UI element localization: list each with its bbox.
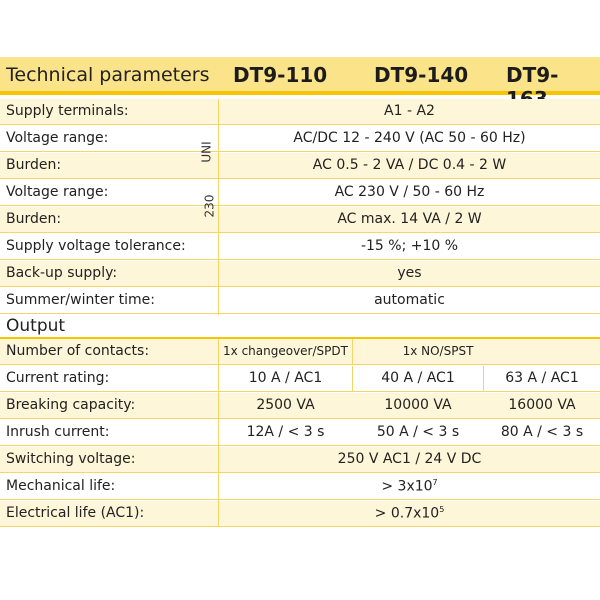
row-label: Inrush current: [6,424,110,440]
row-breaking-capacity: Breaking capacity: 2500 VA 10000 VA 1600… [0,393,600,419]
current-dt9-110: 10 A / AC1 [248,370,323,386]
inrush-dt9-110: 12A / < 3 s [246,424,325,440]
inrush-dt9-163: 80 A / < 3 s [500,424,584,440]
row-value: A1 - A2 [384,103,435,119]
contacts-dt9-140-163: 1x NO/SPST [402,344,474,358]
row-burden-uni: Burden: AC 0.5 - 2 VA / DC 0.4 - 2 W [0,153,600,179]
row-voltage-range-230: Voltage range: AC 230 V / 50 - 60 Hz [0,180,600,206]
electrical-exponent: 5 [439,505,445,514]
group-label-230: 230 [202,194,217,218]
column-divider [218,99,219,315]
group-label-uni: UNI [199,141,214,163]
row-number-of-contacts: Number of contacts: 1x changeover/SPDT 1… [0,339,600,365]
row-label: Back-up supply: [6,265,118,281]
output-title: Output [6,316,66,336]
row-value: yes [397,265,422,281]
row-label: Supply voltage tolerance: [6,238,186,254]
row-supply-terminals: Supply terminals: A1 - A2 [0,99,600,125]
row-value: AC 0.5 - 2 VA / DC 0.4 - 2 W [312,157,507,173]
row-value: AC 230 V / 50 - 60 Hz [334,184,485,200]
row-electrical-life: Electrical life (AC1): > 0.7x105 [0,501,600,527]
row-label: Current rating: [6,370,110,386]
model-dt9-110: DT9-110 [233,63,328,87]
contacts-dt9-110: 1x changeover/SPDT [223,344,348,358]
row-inrush-current: Inrush current: 12A / < 3 s 50 A / < 3 s… [0,420,600,446]
row-current-rating: Current rating: 10 A / AC1 40 A / AC1 63… [0,366,600,392]
current-dt9-163: 63 A / AC1 [505,370,579,386]
row-voltage-range-uni: Voltage range: AC/DC 12 - 240 V (AC 50 -… [0,126,600,152]
row-label: Supply terminals: [6,103,129,119]
row-label: Summer/winter time: [6,292,155,308]
row-value: -15 %; +10 % [360,238,459,254]
electrical-value: > 0.7x105 [219,505,600,522]
breaking-dt9-163: 16000 VA [508,397,576,413]
row-label: Mechanical life: [6,478,116,494]
row-summer-winter: Summer/winter time: automatic [0,288,600,314]
cell-divider [352,366,353,392]
cell-divider [352,339,353,365]
row-switching-voltage: Switching voltage: 250 V AC1 / 24 V DC [0,447,600,473]
electrical-base: > 0.7x10 [374,505,440,522]
row-label: Voltage range: [6,130,109,146]
row-label: Switching voltage: [6,451,136,467]
row-label: Burden: [6,157,62,173]
current-dt9-140: 40 A / AC1 [381,370,455,386]
inrush-dt9-140: 50 A / < 3 s [376,424,460,440]
row-value: automatic [374,292,445,308]
row-label: Burden: [6,211,62,227]
row-label: Voltage range: [6,184,109,200]
output-section-header: Output [0,315,600,339]
model-dt9-140: DT9-140 [374,63,469,87]
mechanical-exponent: 7 [432,478,438,487]
breaking-dt9-140: 10000 VA [384,397,452,413]
row-label: Number of contacts: [6,343,150,359]
mechanical-base: > 3x10 [381,478,433,495]
mechanical-value: > 3x107 [219,478,600,495]
cell-divider [483,366,484,392]
row-backup-supply: Back-up supply: yes [0,261,600,287]
switching-value: 250 V AC1 / 24 V DC [337,451,482,467]
row-supply-tolerance: Supply voltage tolerance: -15 %; +10 % [0,234,600,260]
row-value: AC max. 14 VA / 2 W [337,211,482,227]
row-label: Electrical life (AC1): [6,505,145,521]
row-mechanical-life: Mechanical life: > 3x107 [0,474,600,500]
table-header: Technical parameters DT9-110 DT9-140 DT9… [0,57,600,111]
row-label: Breaking capacity: [6,397,136,413]
breaking-dt9-110: 2500 VA [256,397,315,413]
column-divider [218,339,219,527]
row-value: AC/DC 12 - 240 V (AC 50 - 60 Hz) [293,130,526,146]
header-title: Technical parameters [6,64,210,86]
row-burden-230: Burden: AC max. 14 VA / 2 W [0,207,600,233]
